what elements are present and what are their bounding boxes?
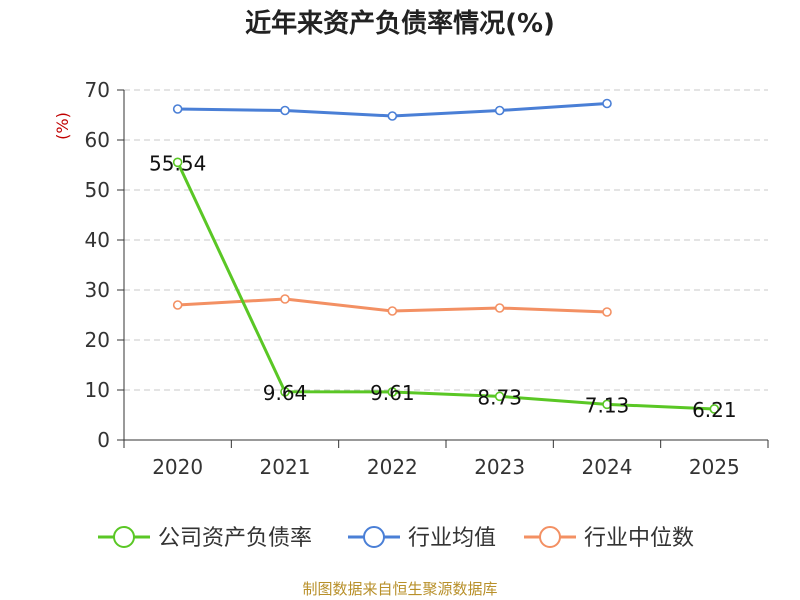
data-point	[387, 111, 398, 121]
series-lines	[172, 98, 720, 414]
data-point	[494, 105, 505, 116]
y-axis-label: (%)	[53, 112, 72, 140]
data-point	[172, 157, 183, 168]
data-point	[387, 387, 398, 397]
legend-item[interactable]: 行业中位数	[524, 526, 694, 551]
y-tick-label: 50	[85, 178, 110, 202]
data-point	[709, 404, 720, 414]
data-point	[494, 303, 505, 313]
data-point	[602, 98, 612, 109]
data-point	[602, 399, 612, 410]
legend-marker	[539, 526, 561, 548]
data-label: 55.54	[149, 151, 206, 175]
x-tick-label: 2021	[260, 455, 311, 479]
y-tick-label: 0	[97, 428, 110, 452]
source-note: 制图数据来自恒生聚源数据库	[302, 580, 497, 598]
data-point	[280, 294, 290, 304]
legend-marker	[363, 526, 385, 548]
legend-label: 公司资产负债率	[158, 526, 312, 551]
data-label: 7.13	[585, 393, 630, 417]
data-point	[387, 306, 398, 316]
data-label: 8.73	[477, 385, 522, 409]
legend-item[interactable]: 公司资产负债率	[98, 526, 312, 551]
y-tick-label: 70	[85, 78, 110, 102]
data-point	[280, 386, 290, 397]
data-label: 9.61	[370, 381, 415, 405]
grid-lines	[124, 89, 768, 391]
legend[interactable]: 公司资产负债率 行业均值 行业中位数	[98, 526, 694, 551]
data-labels: 55.54 9.64 9.61 8.73 7.13 6.21	[149, 151, 737, 422]
data-label: 6.21	[692, 398, 737, 422]
data-point	[172, 104, 183, 114]
series-line	[176, 161, 715, 411]
y-tick-label: 60	[85, 128, 110, 152]
data-point	[280, 105, 290, 116]
data-point	[602, 307, 612, 317]
x-tick-label: 2024	[582, 455, 633, 479]
y-tick-label: 40	[85, 228, 110, 252]
x-tick-label: 2020	[152, 455, 203, 479]
x-tick-label: 2022	[367, 455, 418, 479]
legend-marker	[113, 526, 135, 548]
legend-label: 行业均值	[408, 526, 496, 551]
x-tick-label: 2023	[474, 455, 525, 479]
y-tick-label: 10	[85, 378, 110, 402]
x-tick-label: 2025	[689, 455, 740, 479]
data-point	[494, 391, 505, 402]
y-tick-label: 20	[85, 328, 110, 352]
data-label: 9.64	[263, 381, 308, 405]
chart-title: 近年来资产负债率情况(%)	[245, 8, 555, 39]
data-point	[172, 300, 183, 310]
axes: 0 10 20 30 40 50 60 70 2020 2021 2022 2023 2024 2025	[85, 78, 769, 479]
legend-item[interactable]: 行业均值	[348, 526, 496, 551]
y-tick-label: 30	[85, 278, 110, 302]
legend-label: 行业中位数	[584, 526, 694, 551]
